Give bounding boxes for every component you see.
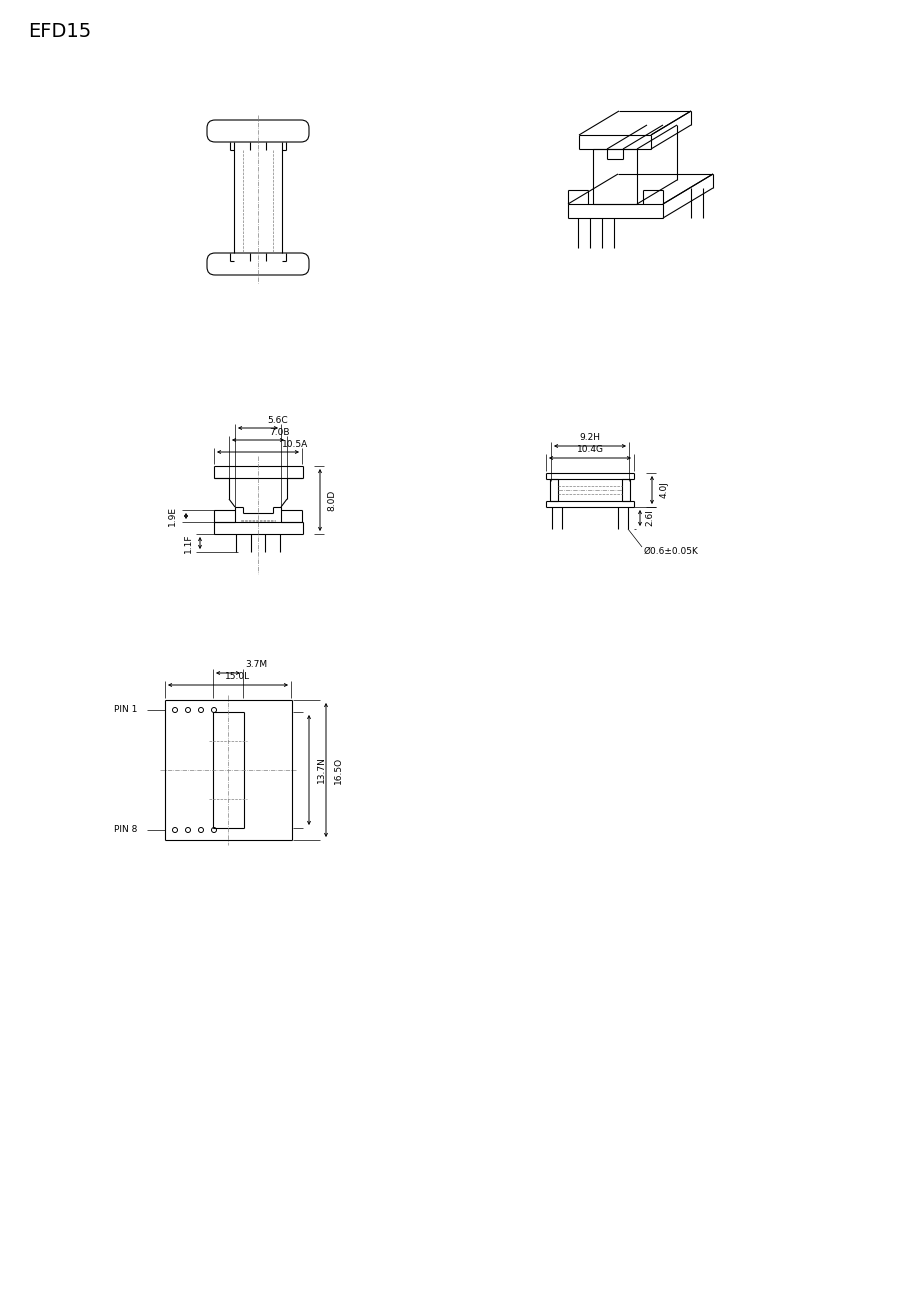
Text: PIN 1: PIN 1	[114, 706, 137, 715]
Text: 5.6C: 5.6C	[267, 417, 288, 426]
Text: EFD15: EFD15	[28, 22, 91, 40]
Text: PIN 8: PIN 8	[114, 825, 137, 835]
Text: 10.5A: 10.5A	[282, 440, 308, 449]
Text: 15.0L: 15.0L	[225, 673, 250, 681]
Text: Ø0.6±0.05K: Ø0.6±0.05K	[643, 547, 698, 556]
Text: 8.0D: 8.0D	[327, 490, 336, 510]
Text: 2.6I: 2.6I	[645, 509, 653, 526]
Text: 13.7N: 13.7N	[316, 756, 325, 784]
Text: 10.4G: 10.4G	[576, 445, 603, 454]
Text: 1.1F: 1.1F	[183, 534, 192, 553]
Text: 16.5O: 16.5O	[333, 756, 342, 784]
Text: 7.0B: 7.0B	[268, 428, 289, 437]
Text: 1.9E: 1.9E	[167, 506, 176, 526]
Text: 3.7M: 3.7M	[244, 660, 267, 669]
Text: 4.0J: 4.0J	[659, 482, 668, 499]
Text: 9.2H: 9.2H	[579, 434, 600, 443]
